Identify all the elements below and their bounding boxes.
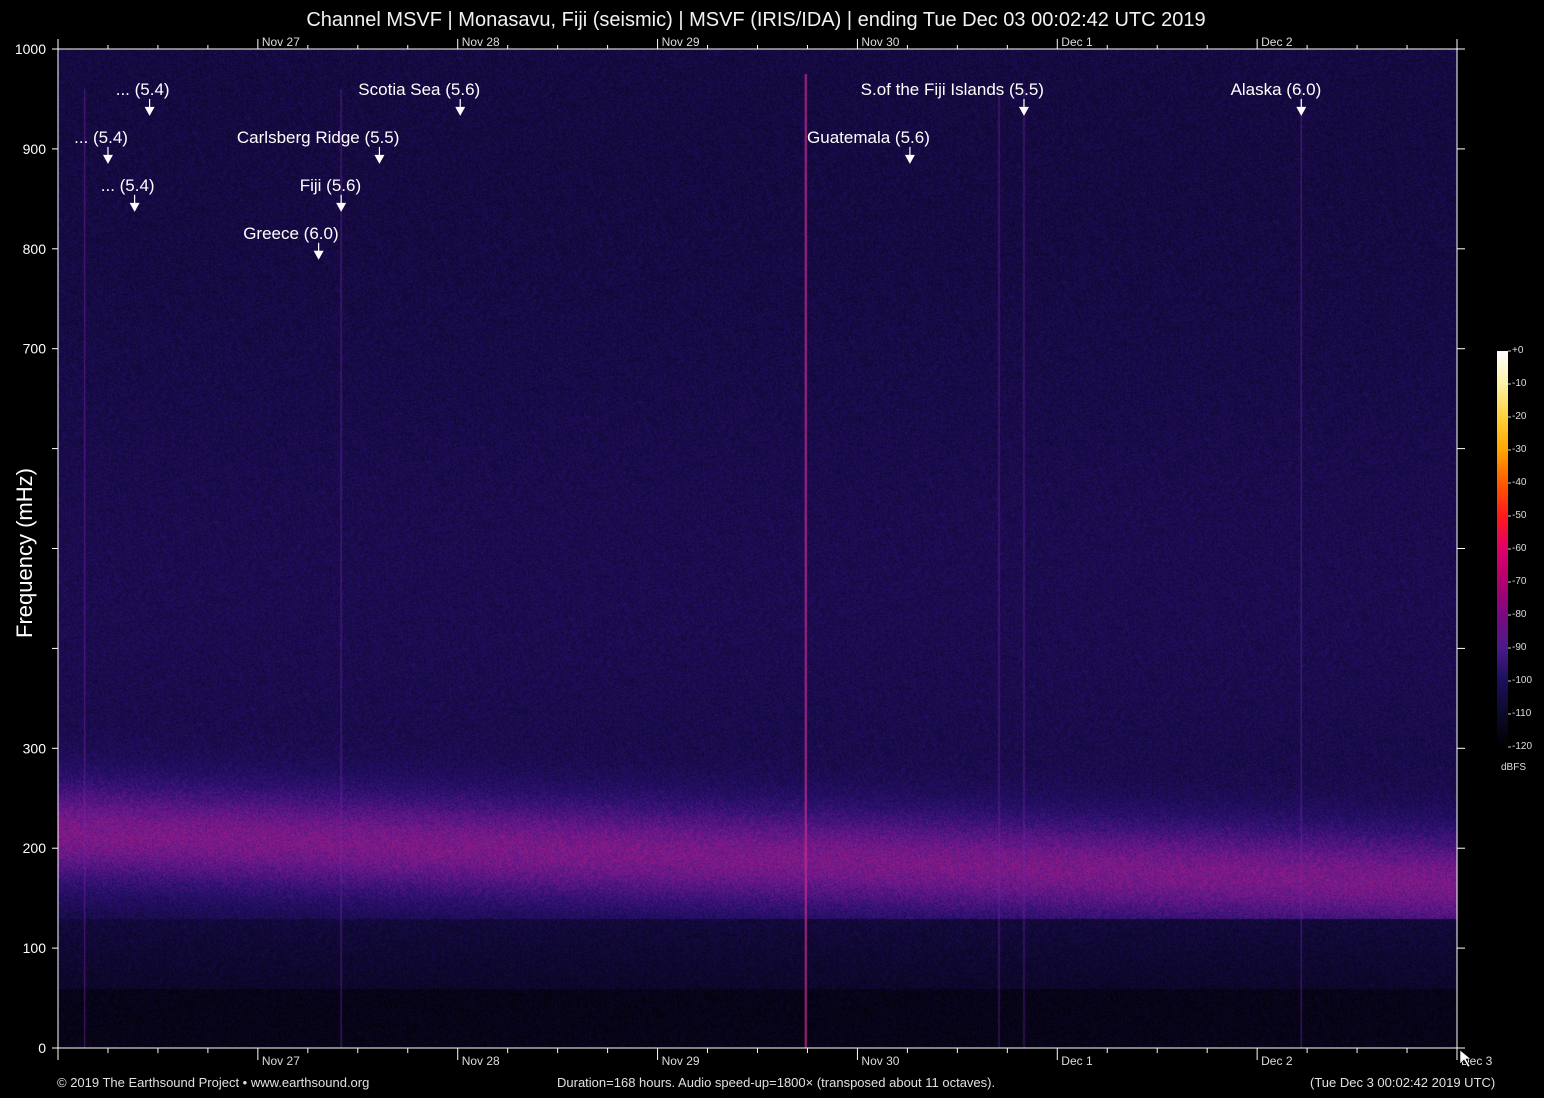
x-tick-label-top: Dec 2: [1261, 35, 1293, 49]
colorbar-tick-label: -100: [1512, 675, 1533, 686]
x-tick-label-top: Nov 30: [861, 35, 899, 49]
x-tick-label: Dec 1: [1061, 1054, 1093, 1068]
colorbar-unit: dBFS: [1501, 762, 1527, 773]
y-tick-label: 300: [23, 740, 47, 756]
colorbar-tick-label: -70: [1512, 576, 1527, 587]
footer-timestamp: (Tue Dec 3 00:02:42 2019 UTC): [1310, 1075, 1496, 1090]
event-annotation-label: ... (5.4): [74, 128, 128, 147]
footer-copyright: © 2019 The Earthsound Project • www.eart…: [57, 1075, 370, 1090]
y-tick-label: 200: [23, 840, 47, 856]
event-arrow-head: [374, 154, 385, 164]
y-tick-label: 0: [38, 1040, 46, 1056]
colorbar-tick-label: -60: [1512, 543, 1527, 554]
colorbar-tick-label: -120: [1512, 741, 1533, 752]
x-tick-label: Nov 29: [662, 1054, 700, 1068]
event-arrow-head: [144, 106, 155, 116]
event-arrow-head: [1296, 106, 1307, 116]
footer-info: Duration=168 hours. Audio speed-up=1800×…: [557, 1075, 996, 1090]
x-tick-label-top: Nov 28: [462, 35, 500, 49]
y-tick-label: 1000: [15, 41, 46, 57]
x-tick-label: Nov 30: [861, 1054, 899, 1068]
event-annotation-label: Fiji (5.6): [300, 176, 361, 195]
event-annotation-label: Greece (6.0): [243, 224, 338, 243]
y-tick-label: 700: [23, 341, 47, 357]
event-annotation-label: Guatemala (5.6): [807, 128, 930, 147]
colorbar-tick-label: -90: [1512, 642, 1527, 653]
event-arrow-head: [102, 154, 113, 164]
event-arrow-head: [129, 202, 140, 212]
event-arrow-head: [904, 154, 915, 164]
event-annotation-label: ... (5.4): [116, 80, 170, 99]
x-tick-label-top: Nov 29: [662, 35, 700, 49]
event-annotation-label: Scotia Sea (5.6): [358, 80, 480, 99]
colorbar-tick-label: -50: [1512, 510, 1527, 521]
colorbar: [1497, 351, 1508, 747]
x-tick-label: Nov 27: [262, 1054, 300, 1068]
y-tick-label: 900: [23, 141, 47, 157]
y-tick-label: 800: [23, 241, 47, 257]
chart-title: Channel MSVF | Monasavu, Fiji (seismic) …: [306, 9, 1206, 31]
event-arrow-head: [313, 250, 324, 260]
colorbar-tick-label: -80: [1512, 609, 1527, 620]
colorbar-tick-label: -10: [1512, 378, 1527, 389]
plot-frame: [57, 48, 1458, 1049]
event-arrow-head: [336, 202, 347, 212]
pointer-cursor-icon: [1459, 1049, 1472, 1068]
event-annotation-label: Carlsberg Ridge (5.5): [237, 128, 400, 147]
x-tick-label-top: Nov 27: [262, 35, 300, 49]
event-arrow-head: [1018, 106, 1029, 116]
event-arrow-head: [455, 106, 466, 116]
event-annotation-label: ... (5.4): [101, 176, 155, 195]
x-tick-label: Nov 28: [462, 1054, 500, 1068]
colorbar-tick-label: -20: [1512, 411, 1527, 422]
x-tick-label-top: Dec 1: [1061, 35, 1093, 49]
colorbar-tick-label: +0: [1512, 345, 1524, 356]
y-tick-label: 100: [23, 940, 47, 956]
colorbar-tick-label: -110: [1512, 708, 1532, 719]
x-tick-label: Dec 2: [1261, 1054, 1293, 1068]
colorbar-tick-label: -40: [1512, 477, 1527, 488]
event-annotation-label: S.of the Fiji Islands (5.5): [861, 80, 1044, 99]
colorbar-tick-label: -30: [1512, 444, 1527, 455]
event-annotation-label: Alaska (6.0): [1231, 80, 1322, 99]
